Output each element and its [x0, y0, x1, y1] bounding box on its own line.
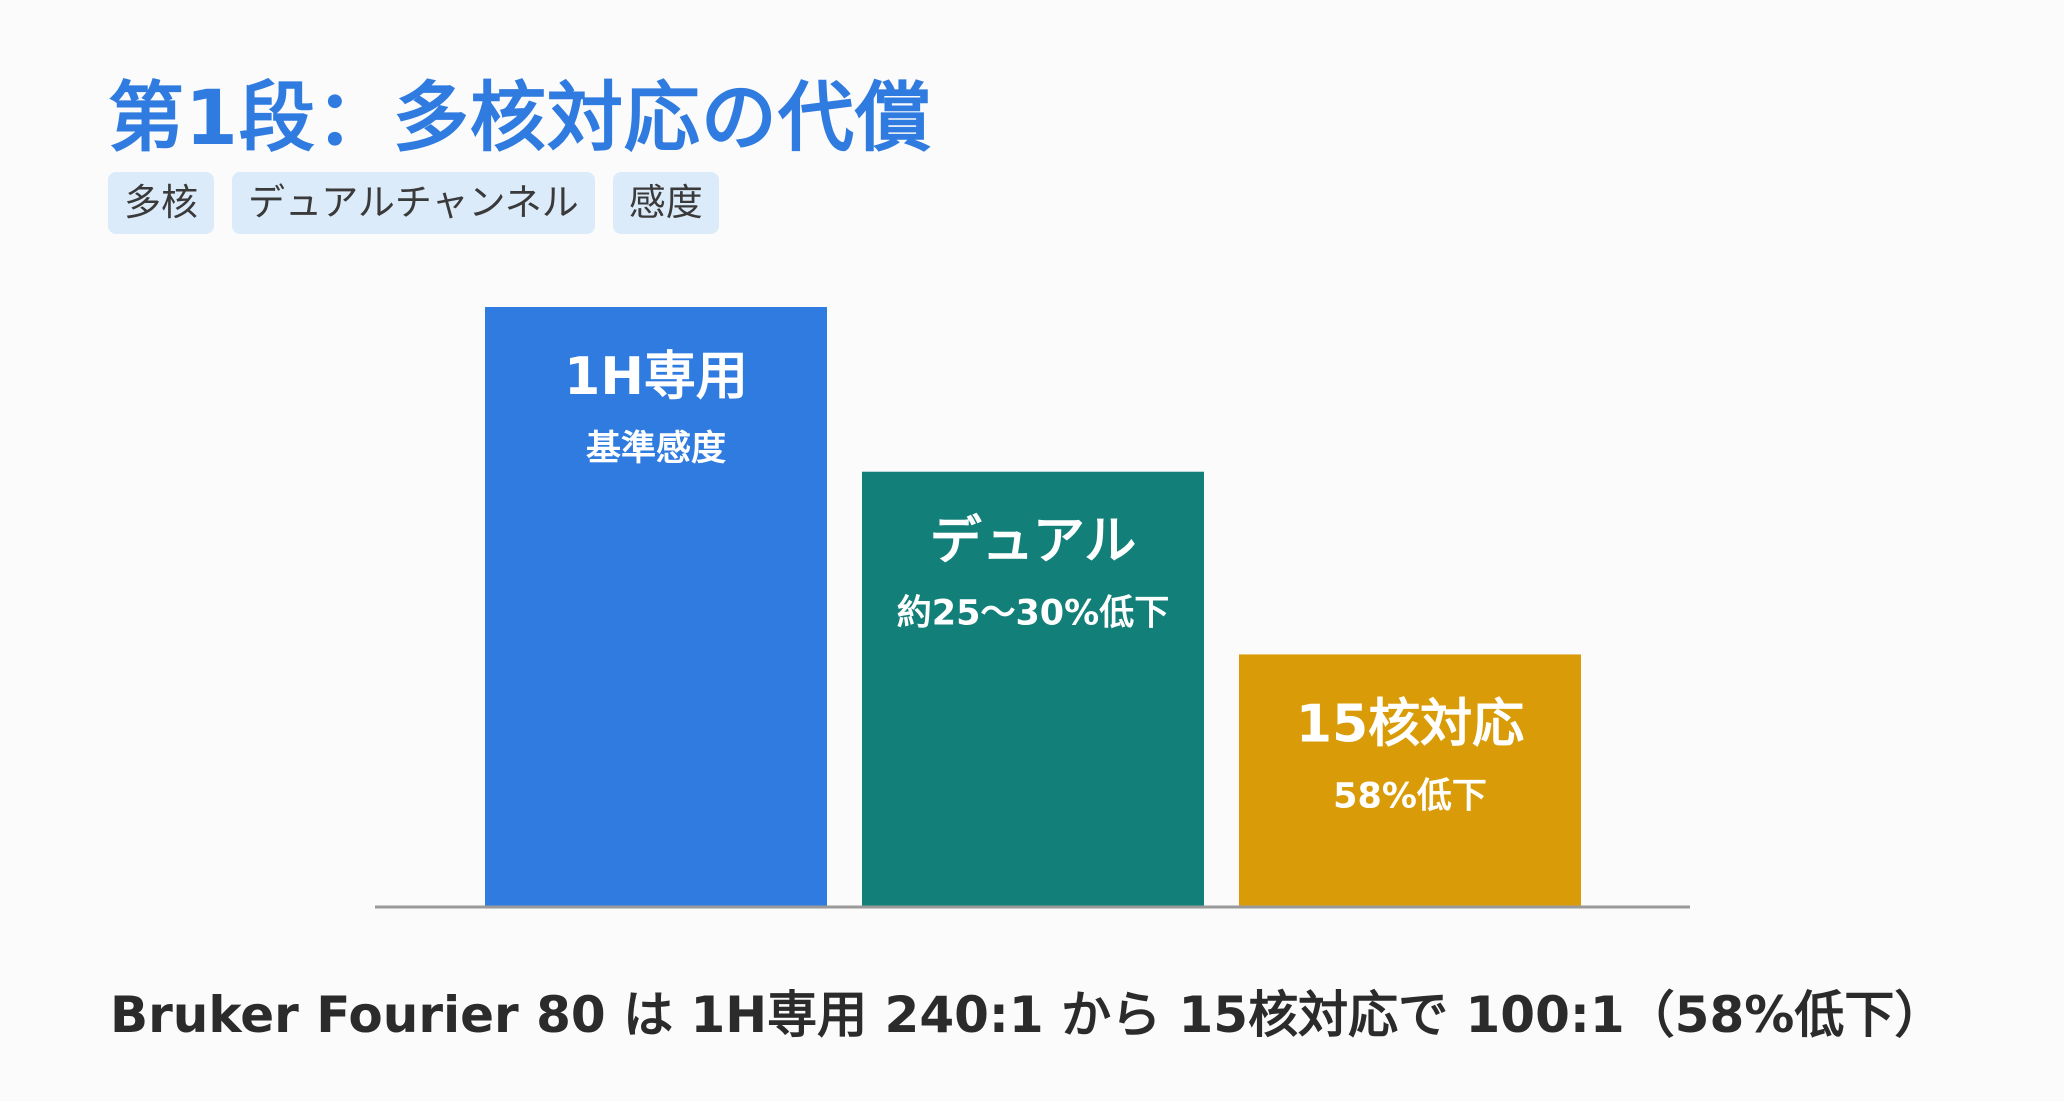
bar-1 — [485, 307, 827, 906]
bar-sublabel-2: 約25〜30%低下 — [897, 594, 1169, 634]
bar-label-2: デュアル — [930, 512, 1136, 572]
bar-2 — [862, 471, 1204, 906]
bar-label-3: 15核対応 — [1296, 694, 1524, 754]
tag-list: 多核 デュアルチャンネル 感度 — [108, 172, 719, 234]
page-title: 第1段：多核対応の代償 — [108, 73, 932, 162]
bar-sublabel-3: 58%低下 — [1333, 776, 1487, 816]
tag-sensitivity: 感度 — [612, 172, 719, 234]
bar-label-1: 1H専用 — [564, 347, 748, 407]
tag-dual-channel: デュアルチャンネル — [232, 172, 595, 234]
bar-3 — [1239, 654, 1581, 906]
tag-multinuclear: 多核 — [108, 172, 214, 234]
bar-sublabel-1: 基準感度 — [586, 429, 726, 469]
chart-caption: Bruker Fourier 80 は 1H専用 240:1 から 15核対応で… — [110, 986, 1945, 1044]
